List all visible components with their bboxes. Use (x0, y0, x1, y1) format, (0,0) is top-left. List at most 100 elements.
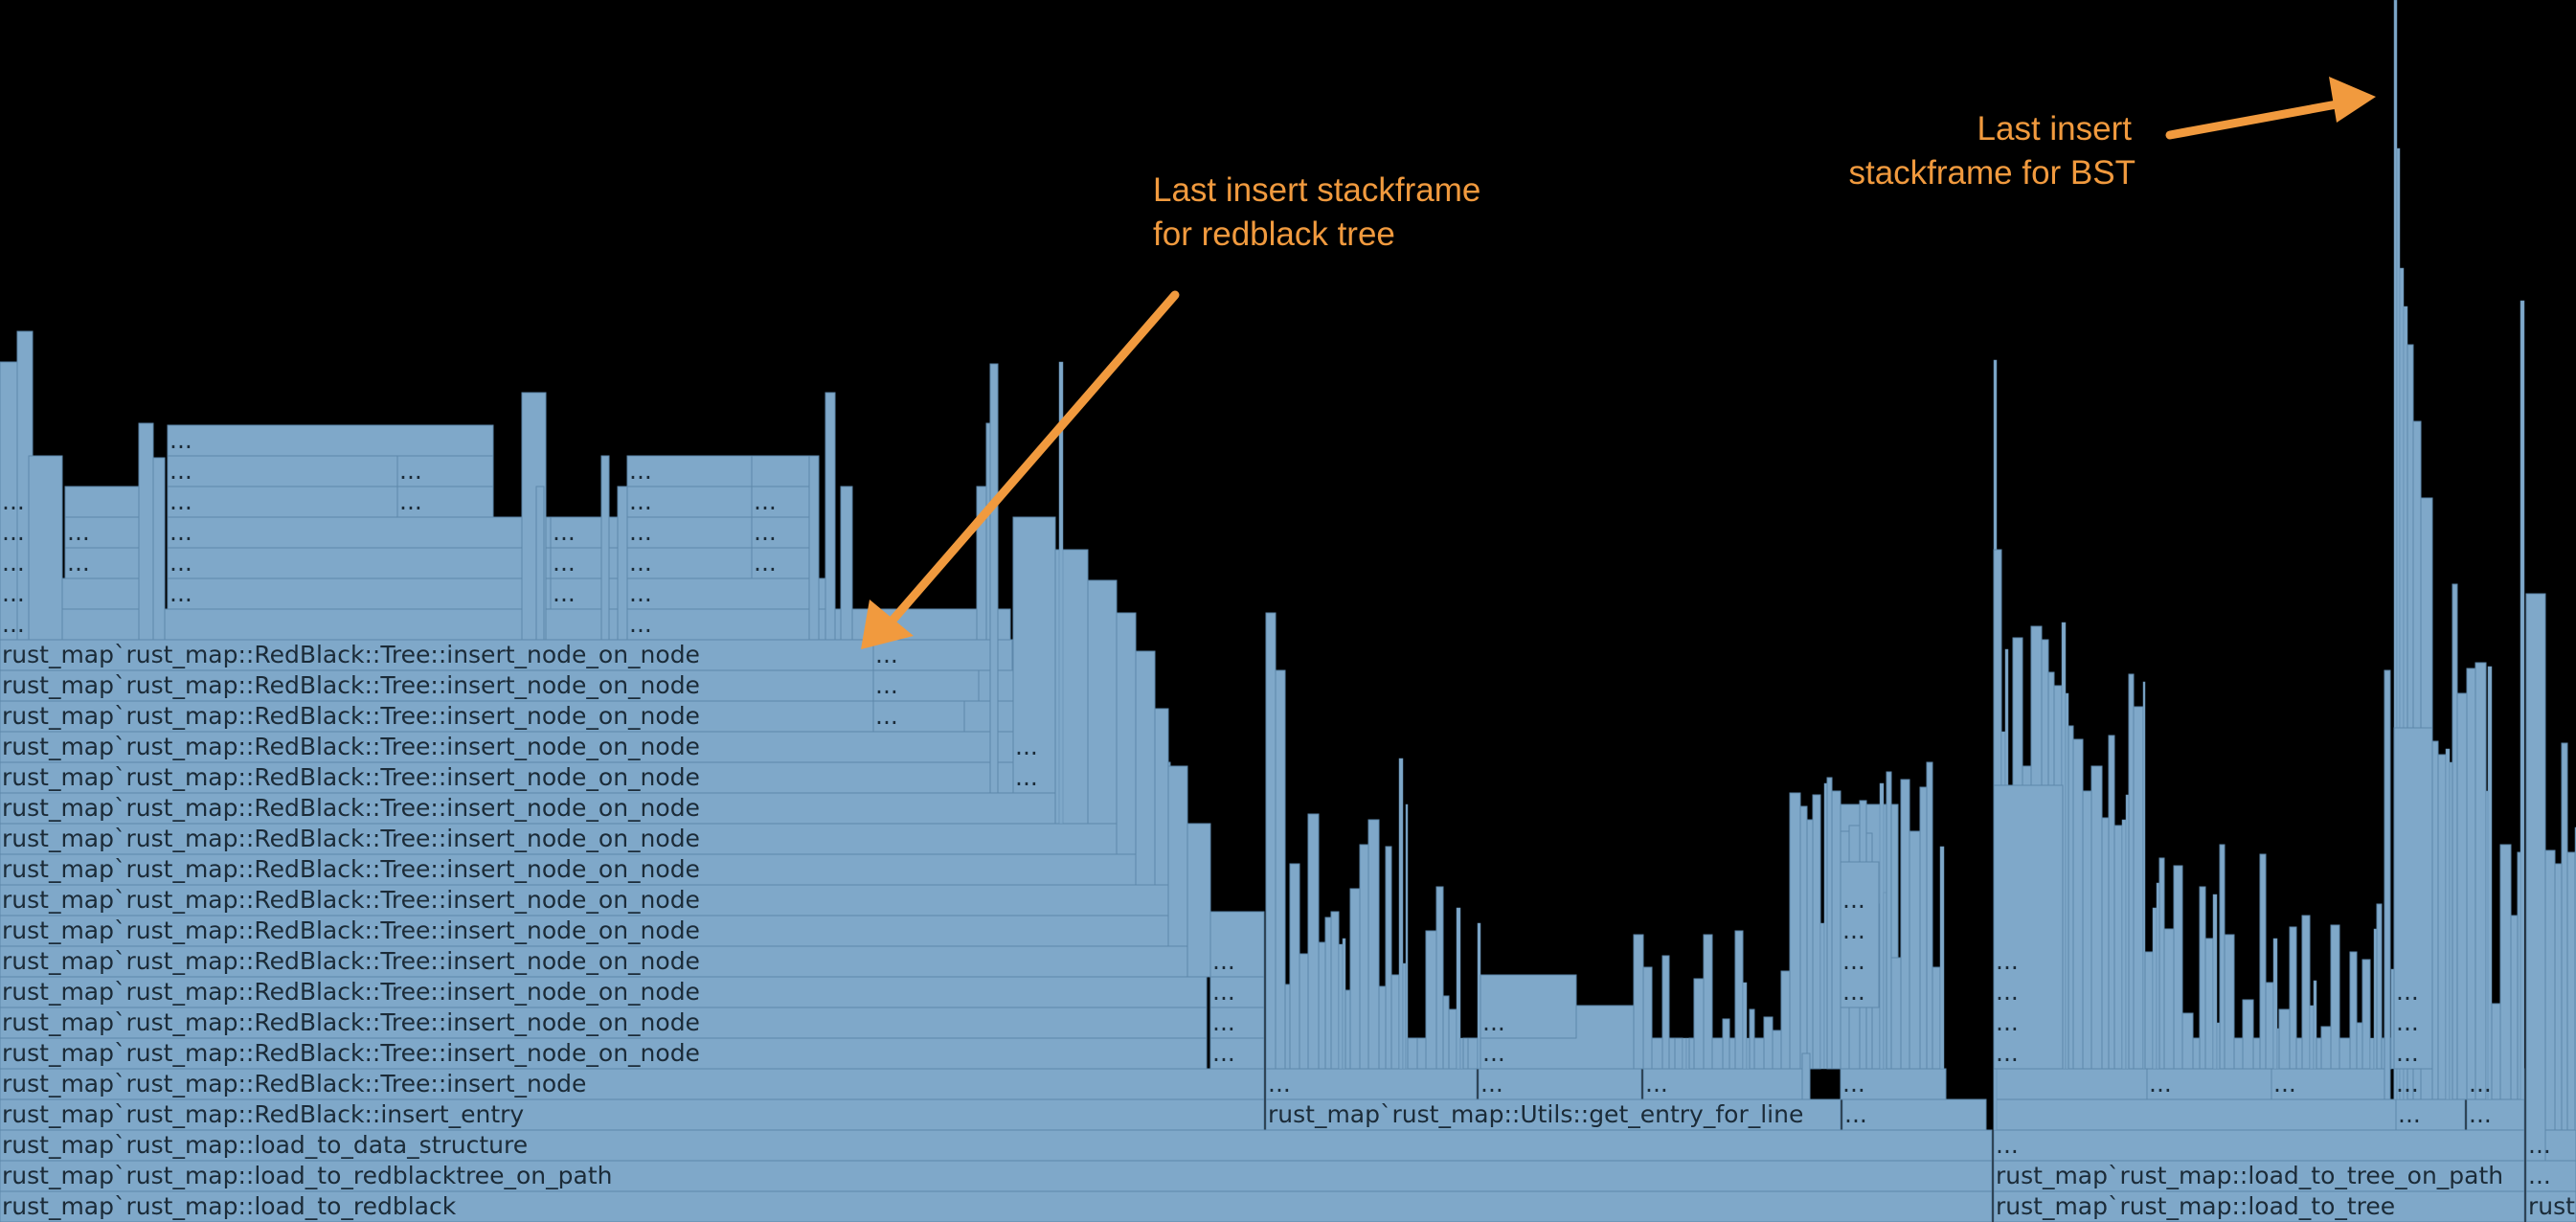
stack-column[interactable] (2369, 1037, 2375, 1070)
stack-column[interactable] (1480, 974, 1577, 1039)
stack-column[interactable] (1633, 934, 1644, 1070)
stack-column[interactable] (1087, 579, 1118, 825)
stack-column[interactable] (1284, 984, 1291, 1070)
frame-insert-node-on-node[interactable] (0, 1007, 1208, 1039)
stack-column[interactable] (808, 455, 820, 641)
stack-column[interactable] (2142, 681, 2146, 1070)
stack-column[interactable] (1939, 846, 1945, 1070)
stack-column[interactable] (2121, 819, 2127, 1070)
stack-column[interactable] (2265, 982, 2274, 1070)
stack-column[interactable] (1435, 886, 1444, 1070)
stack-frame[interactable] (396, 486, 494, 518)
stack-column[interactable] (1462, 1037, 1469, 1070)
stack-frame[interactable] (167, 486, 398, 518)
stack-frame[interactable] (626, 486, 753, 518)
stack-frame[interactable] (2271, 1068, 2387, 1100)
stack-column[interactable] (2339, 1037, 2351, 1070)
stack-column[interactable] (1661, 955, 1670, 1070)
stack-column[interactable] (1926, 761, 1933, 1070)
stack-column[interactable] (2452, 583, 2458, 1100)
stack-column[interactable] (989, 363, 999, 794)
stack-frame[interactable] (1265, 1068, 1478, 1100)
stack-column[interactable] (1703, 934, 1713, 1070)
stack-column[interactable] (2393, 727, 2433, 1070)
stack-column[interactable] (1932, 966, 1941, 1070)
stack-column[interactable] (617, 486, 628, 641)
stack-column[interactable] (2113, 825, 2123, 1070)
stack-column[interactable] (1398, 758, 1404, 1070)
stack-column[interactable] (1819, 922, 1825, 1070)
stack-column[interactable] (2356, 1022, 2363, 1070)
frame-insert-node[interactable] (0, 1068, 1265, 1100)
stack-column[interactable] (1116, 612, 1137, 855)
stack-column[interactable] (2163, 928, 2175, 1070)
stack-column[interactable] (1275, 669, 1286, 1070)
stack-column[interactable] (1324, 916, 1332, 1070)
stack-column[interactable] (2252, 1037, 2261, 1070)
stack-column[interactable] (2309, 1005, 2315, 1070)
stack-column[interactable] (1806, 819, 1814, 1070)
stack-column[interactable] (2561, 742, 2568, 1131)
frame-insert-node-on-node[interactable] (0, 884, 1208, 916)
stack-column[interactable] (1879, 782, 1885, 1070)
stack-column[interactable] (1753, 1037, 1765, 1070)
stack-frame[interactable] (1478, 1068, 1642, 1100)
stack-column[interactable] (1812, 794, 1821, 1070)
stack-frame[interactable] (167, 455, 398, 487)
stack-column[interactable] (1289, 863, 1300, 1070)
stack-column[interactable] (1385, 846, 1392, 1070)
stack-column[interactable] (2128, 673, 2135, 1070)
stack-frame[interactable] (1993, 1068, 2148, 1100)
stack-column[interactable] (1890, 957, 1902, 1070)
stack-column[interactable] (2510, 915, 2519, 1100)
frame-load-to-tree-on-path[interactable] (1993, 1160, 2525, 1192)
stack-column[interactable] (1265, 612, 1277, 1070)
stack-column[interactable] (2072, 738, 2084, 1070)
stack-column[interactable] (2158, 857, 2165, 1070)
stack-column[interactable] (1682, 1037, 1687, 1070)
stack-frame[interactable] (1209, 1007, 1265, 1039)
stack-column[interactable] (1448, 1008, 1457, 1070)
stack-column[interactable] (840, 486, 853, 641)
stack-column[interactable] (1307, 813, 1320, 1070)
stack-column[interactable] (535, 486, 545, 641)
stack-column[interactable] (1693, 978, 1705, 1070)
frame-load-to-tree[interactable] (1993, 1190, 2525, 1222)
stack-column[interactable] (2181, 1012, 2194, 1070)
stack-frame[interactable] (2466, 1098, 2525, 1131)
stack-column[interactable] (2474, 662, 2487, 1100)
stack-frame[interactable] (751, 547, 820, 579)
stack-column[interactable] (1407, 1037, 1418, 1070)
stack-column[interactable] (1378, 985, 1387, 1070)
stack-column[interactable] (1442, 995, 1450, 1070)
stack-column[interactable] (1167, 765, 1188, 947)
stack-frame[interactable] (1642, 1068, 1807, 1100)
stack-column[interactable] (1425, 930, 1437, 1070)
stack-column[interactable] (2278, 1008, 2291, 1070)
stack-column[interactable] (2259, 853, 2267, 1070)
stack-column[interactable] (2173, 865, 2183, 1070)
stack-column[interactable] (1344, 989, 1351, 1070)
frame-load-to-data-structure[interactable] (0, 1129, 1993, 1162)
frame-insert-node-on-node[interactable] (0, 945, 1208, 978)
stack-frame[interactable] (626, 516, 753, 549)
stack-frame[interactable] (626, 455, 753, 487)
stack-column[interactable] (2242, 999, 2254, 1070)
stack-column[interactable] (2554, 863, 2563, 1131)
stack-column[interactable] (1416, 1037, 1427, 1070)
stack-column[interactable] (2133, 706, 2144, 1070)
stack-column[interactable] (2224, 934, 2235, 1070)
stack-column[interactable] (152, 457, 166, 641)
stack-column[interactable] (28, 455, 63, 641)
stack-frame[interactable] (872, 669, 980, 702)
stack-frame[interactable] (167, 424, 494, 457)
stack-column[interactable] (2499, 844, 2512, 1100)
stack-column[interactable] (1456, 907, 1461, 1070)
stack-frame[interactable] (626, 547, 753, 579)
stack-frame[interactable] (1209, 1037, 1265, 1070)
frame-insert-node-on-node[interactable] (0, 823, 1194, 855)
stack-frame[interactable] (1993, 1129, 2525, 1162)
stack-column[interactable] (1909, 830, 1921, 1070)
stack-column[interactable] (2199, 886, 2206, 1070)
stack-column[interactable] (1299, 953, 1309, 1070)
